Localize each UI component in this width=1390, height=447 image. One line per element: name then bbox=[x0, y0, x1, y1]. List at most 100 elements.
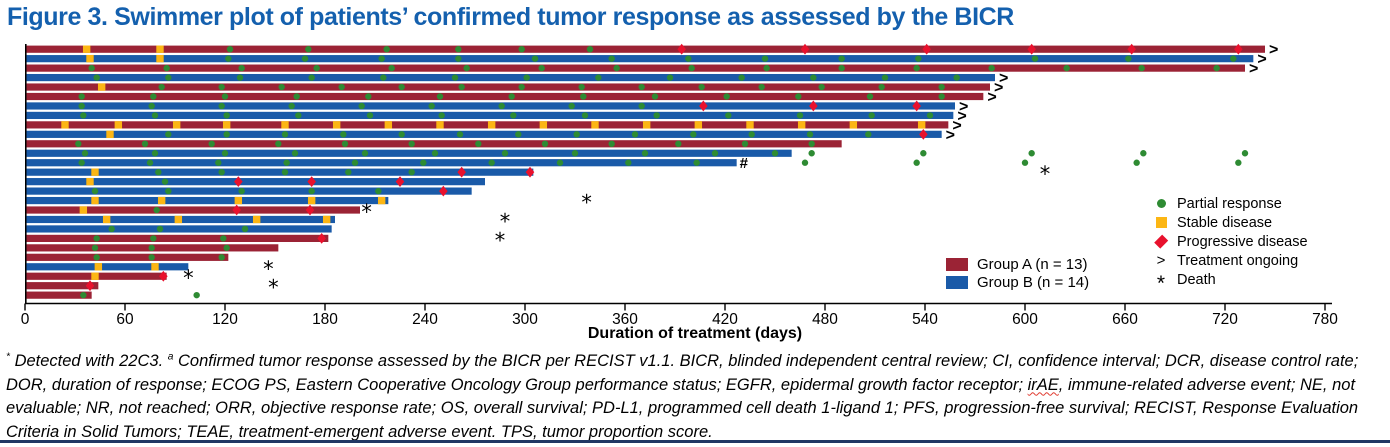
partial-response-marker bbox=[711, 150, 719, 157]
partial-response-marker bbox=[383, 46, 390, 53]
partial-response-marker bbox=[641, 150, 649, 157]
partial-response-marker bbox=[146, 159, 154, 166]
partial-response-marker bbox=[223, 112, 230, 119]
swimmer-bar-row-23 bbox=[26, 253, 229, 261]
partial-response-marker bbox=[165, 131, 172, 138]
stable-disease-marker bbox=[797, 121, 806, 129]
partial-response-marker bbox=[675, 140, 682, 147]
partial-response-marker bbox=[515, 131, 522, 138]
partial-response-icon bbox=[1156, 199, 1166, 208]
partial-response-marker bbox=[380, 74, 387, 81]
partial-response-marker bbox=[518, 83, 525, 91]
partial-response-marker bbox=[1140, 150, 1147, 157]
partial-response-marker bbox=[761, 55, 769, 62]
stable-disease-marker bbox=[151, 263, 159, 271]
hash-marker: # bbox=[740, 155, 749, 172]
partial-response-marker bbox=[153, 206, 160, 214]
death-marker: * bbox=[1040, 162, 1051, 186]
partial-response-marker bbox=[215, 159, 222, 166]
partial-response-marker bbox=[1031, 55, 1039, 62]
x-tick-label: 60 bbox=[116, 311, 134, 328]
progressive-disease-marker bbox=[317, 233, 326, 244]
stable-disease-marker bbox=[322, 215, 331, 224]
partial-response-marker bbox=[913, 159, 920, 166]
death-marker: * bbox=[263, 257, 274, 281]
swimmer-bar-row-17 bbox=[26, 196, 389, 205]
x-tick-label: 240 bbox=[412, 311, 438, 328]
swimmer-bar-row-7 bbox=[26, 102, 955, 110]
partial-response-marker bbox=[1213, 64, 1220, 72]
legend-item-group-b: Group B (n = 14) bbox=[946, 273, 1089, 291]
legend-label: Treatment ongoing bbox=[1177, 252, 1299, 269]
partial-response-marker bbox=[91, 244, 99, 252]
partial-response-marker bbox=[501, 150, 509, 157]
partial-response-marker bbox=[1021, 159, 1029, 166]
progressive-disease-marker bbox=[919, 128, 928, 140]
swimmer-bar-row-27 bbox=[26, 291, 92, 299]
stable-disease-marker bbox=[917, 121, 926, 129]
partial-response-marker bbox=[361, 150, 369, 157]
partial-response-marker bbox=[281, 131, 289, 138]
progressive-disease-marker bbox=[525, 166, 535, 178]
stable-disease-marker bbox=[114, 121, 123, 129]
partial-response-marker bbox=[431, 150, 439, 157]
partial-response-marker bbox=[291, 150, 299, 157]
progressive-disease-marker bbox=[677, 43, 686, 55]
partial-response-marker bbox=[666, 74, 674, 81]
partial-response-marker bbox=[238, 64, 245, 72]
progressive-disease-marker bbox=[1234, 43, 1243, 55]
partial-response-marker bbox=[293, 93, 300, 100]
partial-response-marker bbox=[436, 93, 444, 100]
swimmer-bar-row-16 bbox=[26, 187, 472, 195]
partial-response-marker bbox=[498, 102, 505, 110]
partial-response-marker bbox=[463, 64, 470, 72]
legend-label: Stable disease bbox=[1177, 214, 1273, 231]
legend-label: Group A (n = 13) bbox=[977, 255, 1088, 273]
stable-disease-marker bbox=[91, 196, 99, 205]
partial-response-marker bbox=[148, 254, 155, 261]
partial-response-marker bbox=[608, 55, 615, 62]
footnote-segment: , immune-related adverse event; NE, not … bbox=[6, 375, 1359, 441]
partial-response-marker bbox=[238, 187, 245, 195]
partial-response-marker bbox=[1230, 55, 1237, 62]
partial-response-marker bbox=[93, 254, 100, 261]
swimmer-bar-row-3 bbox=[26, 64, 1245, 72]
partial-response-marker bbox=[455, 55, 462, 62]
legend-label: Death bbox=[1177, 271, 1216, 288]
partial-response-marker bbox=[408, 168, 415, 176]
progressive-disease-marker bbox=[922, 43, 931, 55]
stable-disease-marker bbox=[234, 196, 243, 205]
partial-response-marker bbox=[93, 235, 100, 242]
stable-disease-marker bbox=[377, 196, 386, 205]
partial-response-marker bbox=[568, 102, 575, 110]
partial-response-marker bbox=[288, 102, 295, 110]
stable-disease-marker bbox=[694, 121, 703, 129]
partial-response-marker bbox=[358, 102, 365, 110]
partial-response-marker bbox=[375, 187, 382, 195]
stable-disease-marker bbox=[106, 130, 114, 139]
swimmer-bar-row-6 bbox=[26, 92, 984, 101]
death-marker: * bbox=[495, 228, 506, 252]
footnote: * Detected with 22C3. a Confirmed tumor … bbox=[6, 350, 1386, 444]
partial-response-marker bbox=[218, 254, 225, 261]
stable-disease-marker bbox=[252, 215, 261, 224]
stable-disease-marker bbox=[97, 83, 106, 91]
partial-response-marker bbox=[488, 159, 495, 166]
progressive-disease-marker bbox=[800, 43, 810, 55]
partial-response-marker bbox=[631, 131, 639, 138]
partial-response-marker bbox=[613, 64, 620, 72]
group-a-swatch bbox=[946, 257, 968, 271]
stable-disease-marker bbox=[487, 121, 496, 129]
progressive-disease-icon bbox=[1154, 234, 1168, 249]
x-tick-label: 600 bbox=[1012, 311, 1038, 328]
partial-response-marker bbox=[208, 140, 215, 147]
partial-response-marker bbox=[915, 55, 922, 62]
partial-response-marker bbox=[698, 83, 705, 91]
treatment-ongoing-marker: > bbox=[1249, 61, 1258, 78]
death-marker: * bbox=[183, 266, 194, 290]
partial-response-marker bbox=[913, 64, 920, 72]
legend-item-progressive-disease: Progressive disease bbox=[1153, 232, 1308, 251]
footnote-segment: Detected with 22C3. bbox=[9, 352, 168, 370]
partial-response-marker bbox=[810, 74, 817, 81]
partial-response-marker bbox=[653, 112, 660, 119]
